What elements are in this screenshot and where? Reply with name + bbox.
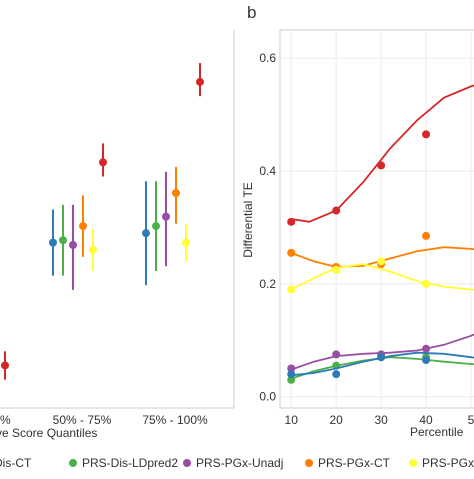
legend-label: PRS-PGx-Unadj (196, 456, 283, 470)
panel-a-xtick: 0% (0, 413, 11, 427)
legend-label: PRS-Dis-LDpred2 (82, 456, 178, 470)
panel-a-point (182, 238, 190, 247)
legend: Dis-CT PRS-Dis-LDpred2 PRS-PGx-Unadj PRS-PG… (0, 456, 474, 470)
panel-a-point (162, 212, 170, 221)
panel-a-xlabel: ve Score Quantiles (0, 426, 97, 440)
panel-a-xtick: 50% - 75% (53, 413, 112, 427)
panel-a: 0% 50% - 75% 75% - 100% (0, 63, 208, 427)
panel-a-point (79, 222, 87, 231)
panel-a-point (99, 158, 107, 167)
panel-b-xtick: 40 (419, 413, 433, 427)
panel-a-point (152, 222, 160, 231)
panel-a-point (172, 189, 180, 198)
panel-b-point (287, 217, 296, 226)
panel-a-point (89, 245, 97, 254)
panel-b-point (422, 130, 431, 139)
legend-label: PRS-PGx-CT (318, 456, 391, 470)
panel-b-point (287, 375, 296, 384)
panel-a-point (49, 238, 57, 247)
legend-swatch (305, 459, 313, 467)
panel-b-point (377, 161, 386, 170)
panel-b-smooth-line (290, 263, 474, 291)
legend-swatch (409, 459, 417, 467)
panel-a-point (59, 236, 67, 245)
panel-b-ytick: 0.0 (259, 390, 276, 404)
panel-b-smooth-line (290, 246, 474, 268)
panel-b-point (332, 350, 341, 359)
panel-b-ytick: 0.4 (259, 164, 276, 178)
panel-b: 0.0 0.2 0.4 0.6 10 20 30 40 5 (259, 30, 474, 427)
panel-b-point (422, 231, 431, 240)
panel-b-point (287, 248, 296, 257)
panel-b-point (332, 206, 341, 215)
panel-b-ytick: 0.2 (259, 277, 276, 291)
panel-b-point (377, 353, 386, 362)
panel-b-smooth-line (291, 84, 474, 223)
panel-a-point (196, 77, 204, 86)
legend-label: PRS-PGx-GL (422, 456, 474, 470)
panel-b-point (287, 364, 296, 373)
panel-b-point (287, 370, 296, 379)
panel-b-point (422, 279, 431, 288)
panel-b-xtick: 20 (330, 413, 344, 427)
panel-b-point (422, 356, 431, 365)
panel-a-point (69, 240, 77, 249)
panel-b-xtick: 5 (468, 413, 474, 427)
panel-b-point (377, 257, 386, 266)
panel-b-smooth-line (291, 351, 474, 377)
panel-b-frame (279, 29, 474, 409)
panel-b-point (287, 285, 296, 294)
legend-label: Dis-CT (0, 456, 32, 470)
panel-a-xtick: 75% - 100% (142, 413, 208, 427)
panel-b-ytick: 0.6 (259, 51, 276, 65)
panel-a-point (142, 229, 150, 238)
panel-b-xlabel: Percentile (410, 425, 464, 439)
panel-b-ylabel: Differential TE (241, 182, 255, 258)
panel-b-smooth-line (290, 333, 474, 371)
panel-b-xtick: 10 (285, 413, 299, 427)
panel-b-point (332, 265, 341, 274)
panel-b-point (422, 344, 431, 353)
panel-b-xtick: 30 (374, 413, 388, 427)
legend-swatch (69, 459, 77, 467)
panel-a-point (1, 361, 9, 370)
panel-b-label: b (247, 3, 256, 22)
panel-b-smooth-line (290, 356, 474, 380)
panel-b-point (332, 370, 341, 379)
legend-swatch (183, 459, 191, 467)
